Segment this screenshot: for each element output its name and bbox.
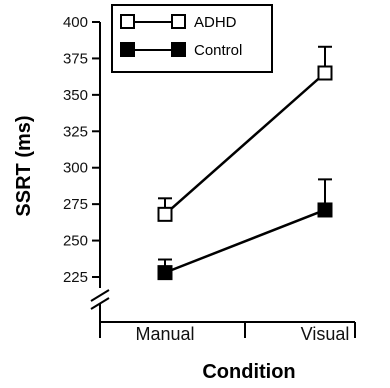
legend-box xyxy=(111,4,273,73)
y-tick-label-375: 375 xyxy=(63,50,88,67)
data-point-adhd-visual xyxy=(317,65,333,81)
legend-control-label: Control xyxy=(194,42,242,59)
axis-break-mark-1 xyxy=(90,289,110,302)
x-axis-title: Condition xyxy=(202,361,295,383)
y-axis-title: SSRT (ms) xyxy=(13,115,35,216)
data-point-control-visual xyxy=(317,202,333,218)
y-tick-label-225: 225 xyxy=(63,269,88,286)
series xyxy=(157,45,333,281)
y-tick-label-350: 350 xyxy=(63,87,88,104)
legend-control-marker-right xyxy=(171,42,186,57)
legend-control-marker-left xyxy=(120,42,135,57)
axis-break-mark-2 xyxy=(90,297,110,310)
y-tick-label-300: 300 xyxy=(63,160,88,177)
x-tick-label-manual: Manual xyxy=(135,324,194,344)
series-line-control xyxy=(164,208,326,274)
series-adhd xyxy=(157,45,333,222)
y-tick-label-325: 325 xyxy=(63,123,88,140)
y-tick-label-275: 275 xyxy=(63,196,88,213)
x-tick-label-visual: Visual xyxy=(301,324,350,344)
data-point-control-manual xyxy=(157,265,173,281)
data-point-adhd-manual xyxy=(157,206,173,222)
axes: Manual Visual xyxy=(90,22,356,344)
legend-adhd-marker-right xyxy=(171,14,186,29)
series-control xyxy=(157,178,333,281)
y-axis-ticks: 225 250 275 300 325 350 375 400 xyxy=(63,14,100,286)
legend-adhd-label: ADHD xyxy=(194,14,237,31)
y-tick-label-400: 400 xyxy=(63,14,88,31)
legend-adhd-marker-left xyxy=(120,14,135,29)
legend: ADHD Control xyxy=(111,4,273,73)
y-tick-label-250: 250 xyxy=(63,233,88,250)
series-line-adhd xyxy=(164,72,326,216)
